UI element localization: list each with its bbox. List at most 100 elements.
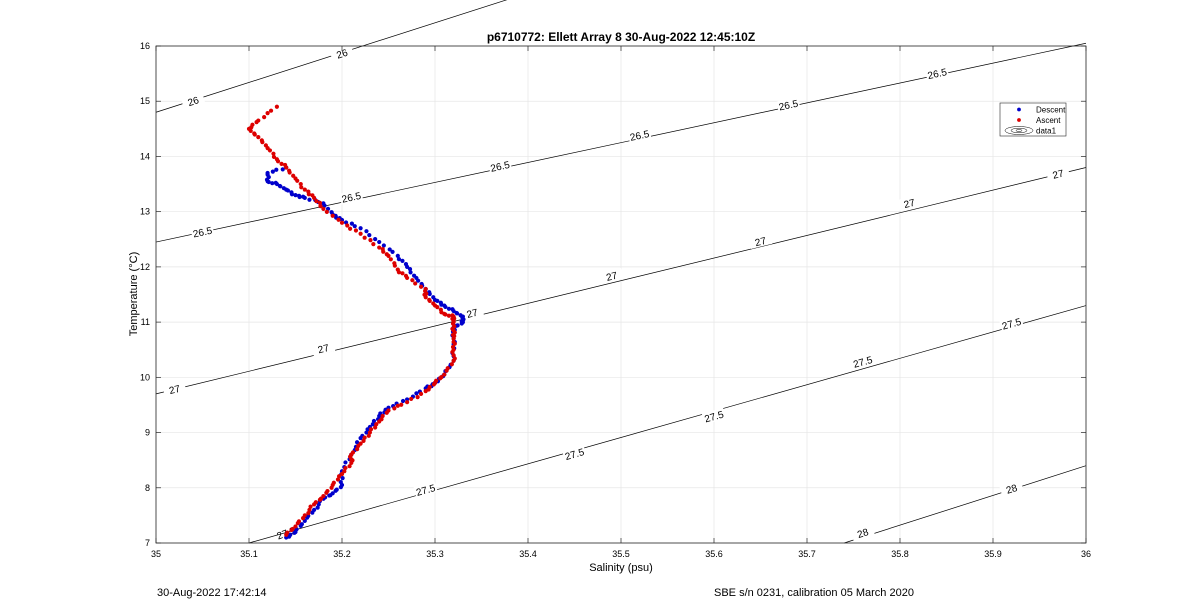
- ascent-point: [330, 213, 335, 218]
- ascent-point: [279, 161, 284, 166]
- x-tick-label: 35.4: [519, 549, 537, 559]
- descent-point: [450, 307, 455, 312]
- ascent-point: [318, 204, 323, 209]
- contour-label-bg: [311, 340, 336, 357]
- ascent-point: [313, 500, 318, 505]
- ascent-point: [353, 228, 359, 233]
- descent-point: [364, 430, 369, 435]
- descent-point: [307, 197, 312, 202]
- x-axis-label: Salinity (psu): [589, 562, 653, 574]
- ascent-point: [452, 356, 457, 361]
- legend-contour-icon: [1004, 126, 1034, 135]
- descent-point: [431, 295, 436, 300]
- descent-point: [438, 300, 443, 305]
- x-tick-label: 35.1: [240, 549, 258, 559]
- y-tick-label: 8: [145, 483, 150, 493]
- ascent-point: [450, 313, 455, 318]
- contour-label-bg: [897, 194, 922, 211]
- descent-point: [455, 323, 460, 328]
- contour-label-bg: [701, 407, 726, 425]
- ascent-point: [388, 257, 393, 262]
- density-contours: 26 26 26.5 26.5 26.5 26.5 26.5 26.5 27 27 27 27 27 27…: [155, 0, 1087, 544]
- descent-point: [358, 226, 363, 231]
- y-tick-label: 10: [140, 372, 150, 382]
- legend[interactable]: Descent Ascent data1: [999, 102, 1067, 137]
- ascent-point: [367, 430, 372, 435]
- legend-ascent-marker: [1017, 118, 1021, 122]
- ascent-point: [413, 281, 418, 286]
- contour-label: 26.5: [341, 191, 363, 206]
- ascent-point: [350, 450, 356, 455]
- ascent-point: [368, 238, 373, 243]
- descent-point: [340, 476, 345, 481]
- ascent-point: [250, 122, 255, 127]
- contour-label-bg: [999, 314, 1024, 332]
- descent-point: [400, 398, 406, 404]
- ascent-point: [256, 135, 261, 140]
- ascent-point: [310, 193, 315, 198]
- ascent-point: [380, 247, 385, 252]
- contour-label: 28: [856, 527, 870, 541]
- descent-point: [400, 258, 405, 263]
- contour-label-bg: [850, 353, 875, 370]
- ascent-point: [325, 488, 330, 494]
- ascent-point: [431, 301, 436, 306]
- ascent-point: [403, 273, 409, 278]
- descent-point: [367, 233, 372, 238]
- legend-ascent-label: Ascent: [1036, 116, 1061, 125]
- descent-point: [316, 502, 321, 507]
- contour-label-bg: [850, 523, 875, 542]
- contour-label-bg: [1045, 165, 1070, 182]
- ascent-point: [395, 267, 400, 272]
- ascent-point: [306, 511, 311, 516]
- contour-label-bg: [190, 223, 215, 240]
- contour-line: [155, 167, 1087, 395]
- descent-point: [354, 440, 360, 445]
- descent-point: [315, 505, 320, 510]
- x-tick-label: 35.6: [705, 549, 723, 559]
- descent-point: [321, 201, 326, 206]
- y-tick-label: 14: [140, 151, 150, 161]
- contour-label-bg: [627, 127, 652, 143]
- contour-label-bg: [562, 445, 587, 462]
- ascent-point: [358, 231, 363, 236]
- ascent-point: [321, 206, 326, 212]
- x-tick-label: 35.2: [333, 549, 351, 559]
- ascent-point: [302, 513, 307, 518]
- ascent-point: [451, 339, 456, 345]
- contour-label-bg: [339, 189, 364, 205]
- ascent-point: [358, 441, 363, 446]
- contour-label: 26: [335, 48, 349, 62]
- contour-label: 28: [1005, 483, 1019, 497]
- ascent-point: [362, 435, 367, 440]
- descent-point: [377, 239, 382, 245]
- x-tick-label: 35.3: [426, 549, 444, 559]
- descent-point: [395, 253, 400, 258]
- contour-label-bg: [180, 92, 206, 110]
- contour-label-bg: [488, 158, 512, 174]
- ascent-point: [342, 469, 347, 474]
- ascent-point: [293, 524, 298, 529]
- contour-line: [248, 305, 1087, 544]
- contour-label: 27.5: [415, 483, 437, 499]
- contour-label: 27: [317, 343, 331, 356]
- ascent-point: [298, 181, 303, 187]
- descent-point: [390, 249, 395, 254]
- ascent-point: [384, 252, 389, 257]
- ascent-point: [427, 297, 432, 302]
- descent-point: [329, 210, 334, 215]
- ascent-point: [374, 422, 379, 427]
- ascent-series: [246, 104, 457, 537]
- contour-label: 27: [168, 384, 182, 397]
- ascent-point: [380, 413, 385, 419]
- footer-timestamp: 30-Aug-2022 17:42:14: [157, 587, 267, 599]
- descent-point: [343, 460, 348, 465]
- ascent-point: [324, 209, 329, 214]
- ascent-point: [299, 185, 304, 190]
- legend-descent-label: Descent: [1036, 106, 1066, 115]
- ascent-point: [343, 465, 348, 471]
- descent-point: [349, 221, 354, 226]
- ascent-point: [438, 307, 443, 312]
- ascent-point: [439, 375, 444, 380]
- contour-label-bg: [599, 267, 624, 284]
